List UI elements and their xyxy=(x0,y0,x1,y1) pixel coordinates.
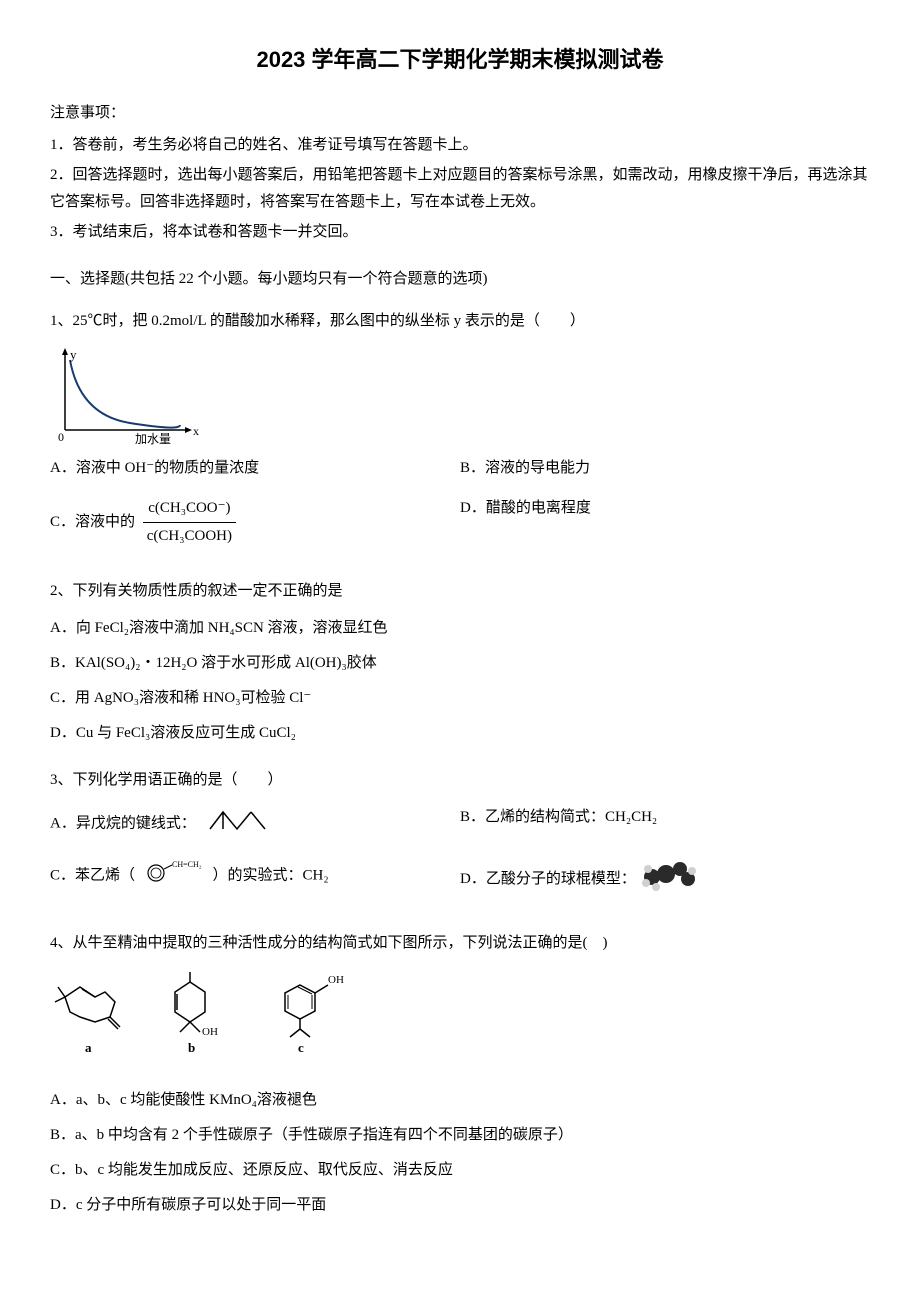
svg-text:OH: OH xyxy=(202,1026,218,1038)
notice-item-3: 3．考试结束后，将本试卷和答题卡一并交回。 xyxy=(50,219,870,246)
q3-option-c-prefix: C．苯乙烯（ xyxy=(50,867,135,883)
svg-text:0: 0 xyxy=(58,430,64,444)
page-title: 2023 学年高二下学期化学期末模拟测试卷 xyxy=(50,40,870,80)
q4-option-b: B．a、b 中均含有 2 个手性碳原子（手性碳原子指连有四个不同基团的碳原子） xyxy=(50,1122,870,1149)
q4-option-c: C．b、c 均能发生加成反应、还原反应、取代反应、消去反应 xyxy=(50,1157,870,1184)
question-3-text: 3、下列化学用语正确的是（ ） xyxy=(50,767,870,794)
q1-option-a: A．溶液中 OH⁻的物质的量浓度 xyxy=(50,455,460,482)
notice-item-2: 2．回答选择题时，选出每小题答案后，用铅笔把答题卡上对应题目的答案标号涂黑，如需… xyxy=(50,162,870,216)
isopentane-skeletal-icon xyxy=(205,804,275,844)
notice-item-1: 1．答卷前，考生务必将自己的姓名、准考证号填写在答题卡上。 xyxy=(50,132,870,159)
question-1: 1、25℃时，把 0.2mol/L 的醋酸加水稀释，那么图中的纵坐标 y 表示的… xyxy=(50,308,870,558)
ball-stick-model-icon xyxy=(640,857,700,902)
dilution-chart: y 0 加水量 x xyxy=(50,345,200,445)
svg-text:b: b xyxy=(188,1040,195,1055)
q1-option-c: C．溶液中的 c(CH₃COO⁻) c(CH₃COOH) xyxy=(50,495,460,550)
q4-option-a: A．a、b、c 均能使酸性 KMnO₄溶液褪色 xyxy=(50,1087,870,1114)
svg-text:x: x xyxy=(193,424,199,438)
q2-option-a: A．向 FeCl₂溶液中滴加 NH₄SCN 溶液，溶液显红色 xyxy=(50,615,870,642)
q3-option-a-prefix: A．异戊烷的键线式： xyxy=(50,815,196,831)
question-4-text: 4、从牛至精油中提取的三种活性成分的结构简式如下图所示，下列说法正确的是( ) xyxy=(50,930,870,957)
fraction-numerator: c(CH₃COO⁻) xyxy=(143,495,236,523)
q3-option-d-prefix: D．乙酸分子的球棍模型： xyxy=(460,871,636,887)
structure-b: OH b xyxy=(175,972,218,1055)
structure-a: a xyxy=(55,987,120,1055)
fraction: c(CH₃COO⁻) c(CH₃COOH) xyxy=(143,495,236,550)
y-axis-label: y xyxy=(70,347,77,362)
svg-text:c: c xyxy=(298,1040,304,1055)
styrene-icon: CH=CH₂ xyxy=(144,857,204,895)
structures-diagram: a OH b OH c xyxy=(50,967,870,1077)
question-2-text: 2、下列有关物质性质的叙述一定不正确的是 xyxy=(50,578,870,605)
svg-text:OH: OH xyxy=(328,974,344,986)
question-3: 3、下列化学用语正确的是（ ） A．异戊烷的键线式： B．乙烯的结构简式：CH₂… xyxy=(50,767,870,910)
q3-option-c: C．苯乙烯（ CH=CH₂ ）的实验式：CH₂ xyxy=(50,857,460,902)
svg-text:加水量: 加水量 xyxy=(135,432,171,445)
q2-option-d: D．Cu 与 FeCl₃溶液反应可生成 CuCl₂ xyxy=(50,720,870,747)
q3-option-a: A．异戊烷的键线式： xyxy=(50,804,460,844)
svg-text:a: a xyxy=(85,1040,92,1055)
question-1-text: 1、25℃时，把 0.2mol/L 的醋酸加水稀释，那么图中的纵坐标 y 表示的… xyxy=(50,308,870,335)
q4-option-d: D．c 分子中所有碳原子可以处于同一平面 xyxy=(50,1192,870,1219)
notice-section: 注意事项： 1．答卷前，考生务必将自己的姓名、准考证号填写在答题卡上。 2．回答… xyxy=(50,100,870,246)
svg-text:CH=CH₂: CH=CH₂ xyxy=(172,860,202,869)
q3-option-d: D．乙酸分子的球棍模型： xyxy=(460,857,870,902)
q1-option-b: B．溶液的导电能力 xyxy=(460,455,870,482)
section-1-heading: 一、选择题(共包括 22 个小题。每小题均只有一个符合题意的选项) xyxy=(50,266,870,293)
q2-option-b: B．KAl(SO₄)₂・12H₂O 溶于水可形成 Al(OH)₃胶体 xyxy=(50,650,870,677)
q1-option-d: D．醋酸的电离程度 xyxy=(460,495,870,550)
question-2: 2、下列有关物质性质的叙述一定不正确的是 A．向 FeCl₂溶液中滴加 NH₄S… xyxy=(50,578,870,747)
q2-option-c: C．用 AgNO₃溶液和稀 HNO₃可检验 Cl⁻ xyxy=(50,685,870,712)
notice-heading: 注意事项： xyxy=(50,100,870,127)
question-4: 4、从牛至精油中提取的三种活性成分的结构简式如下图所示，下列说法正确的是( ) … xyxy=(50,930,870,1219)
structure-c: OH c xyxy=(285,974,344,1055)
q3-option-b: B．乙烯的结构简式：CH₂CH₂ xyxy=(460,804,870,844)
q1-option-c-prefix: C．溶液中的 xyxy=(50,514,135,530)
q3-option-c-mid: ）的实验式：CH₂ xyxy=(213,867,329,883)
fraction-denominator: c(CH₃COOH) xyxy=(143,523,236,550)
